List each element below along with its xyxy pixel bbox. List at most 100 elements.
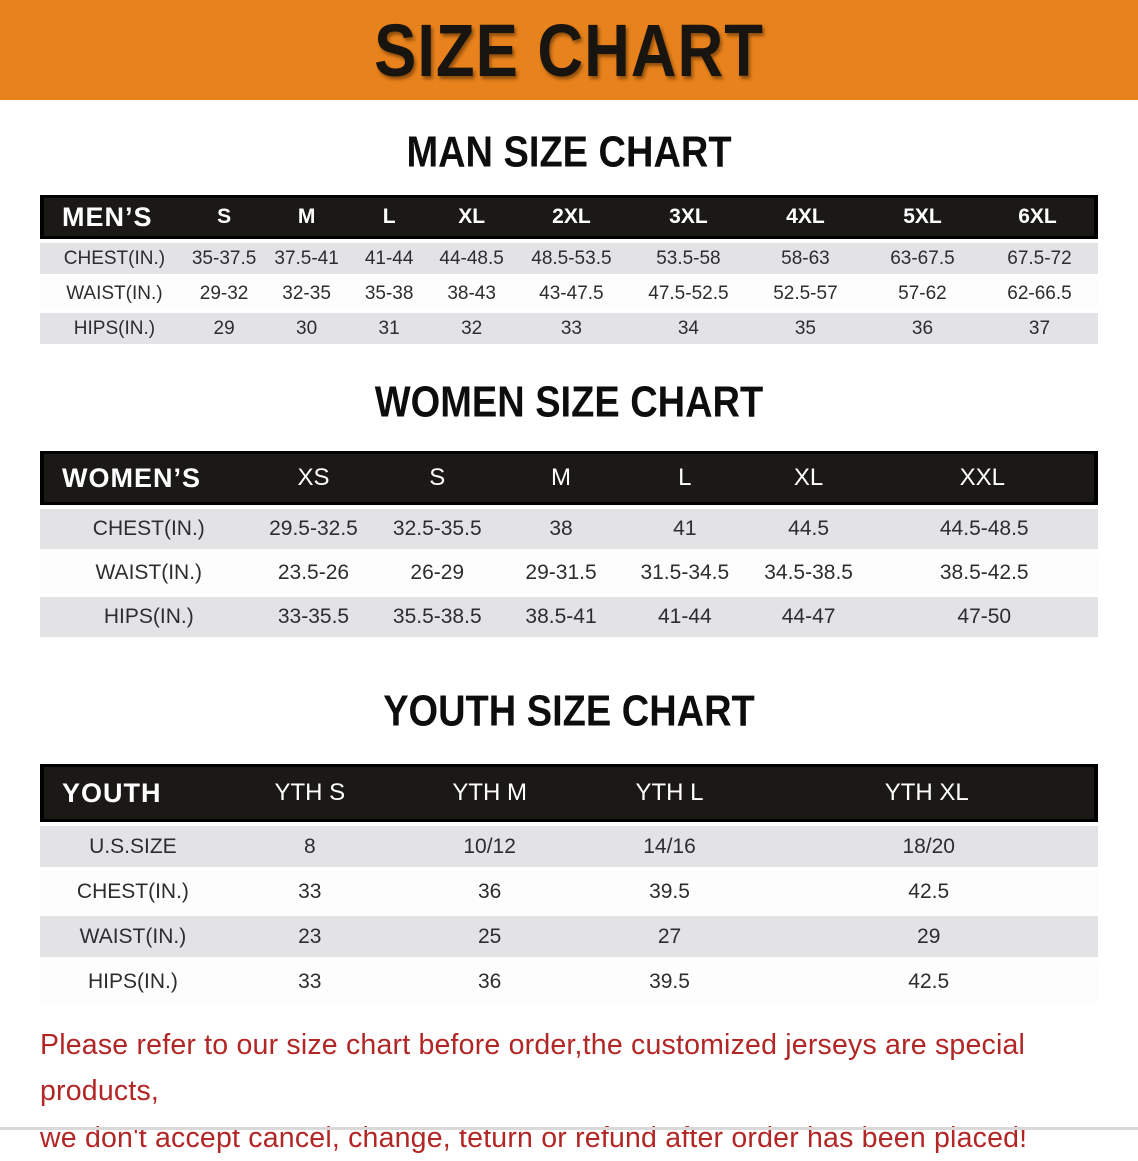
measurement-cell: 18/20 (759, 826, 1098, 867)
measurement-cell: 23 (219, 916, 400, 957)
youth-size-header-cell: YTH M (399, 764, 580, 822)
row-label-cell: CHEST(IN.) (40, 871, 220, 912)
row-label-cell: HIPS(IN.) (40, 597, 252, 637)
youth-table-row: U.S.SIZE 8 10/12 14/16 18/20 (40, 826, 1098, 867)
measurement-cell: 30 (265, 313, 348, 344)
measurement-cell: 37.5-41 (265, 243, 348, 274)
women-size-header-cell: XL (746, 451, 871, 505)
measurement-cell: 29-32 (182, 278, 266, 309)
women-size-table: WOMEN’S XS S M L XL XXL CHEST(IN.) 29.5-32.5 32.5… (40, 447, 1098, 641)
measurement-cell: 14/16 (579, 826, 760, 867)
youth-table-row: WAIST(IN.) 23 25 27 29 (40, 916, 1098, 957)
women-size-chart-section: WOMEN SIZE CHART WOMEN’S XS S M L XL XXL CHEST(I… (0, 377, 1138, 641)
women-size-header-cell: XXL (870, 451, 1098, 505)
measurement-cell: 26-29 (375, 553, 500, 593)
measurement-cell: 34.5-38.5 (746, 553, 871, 593)
women-section-heading: WOMEN SIZE CHART (374, 377, 764, 427)
men-size-header-cell: 4XL (746, 195, 864, 239)
youth-size-chart-section: YOUTH SIZE CHART YOUTH YTH S YTH M YTH L YTH … (0, 686, 1138, 1006)
measurement-cell: 27 (579, 916, 760, 957)
measurement-cell: 8 (219, 826, 400, 867)
measurement-cell: 32.5-35.5 (375, 509, 500, 549)
row-label-cell: HIPS(IN.) (40, 313, 183, 344)
measurement-cell: 39.5 (579, 961, 760, 1002)
men-size-header-cell: L (347, 195, 431, 239)
footer-note: Please refer to our size chart before or… (40, 1022, 1118, 1161)
measurement-cell: 42.5 (759, 871, 1098, 912)
measurement-cell: 67.5-72 (980, 243, 1098, 274)
men-size-header-cell: XL (430, 195, 513, 239)
measurement-cell: 31 (347, 313, 431, 344)
measurement-cell: 23.5-26 (251, 553, 376, 593)
page-title: SIZE CHART (374, 8, 764, 92)
measurement-cell: 35-37.5 (182, 243, 266, 274)
size-chart-sections: MAN SIZE CHART MEN’S S M L XL 2XL 3XL 4XL 5XL 6XL C… (0, 127, 1138, 1006)
measurement-cell: 29 (182, 313, 266, 344)
men-table-header-row: MEN’S S M L XL 2XL 3XL 4XL 5XL 6XL (40, 195, 1098, 239)
measurement-cell: 33-35.5 (251, 597, 376, 637)
measurement-cell: 58-63 (746, 243, 864, 274)
women-table-row: WAIST(IN.) 23.5-26 26-29 29-31.5 31.5-34.5 34… (40, 553, 1098, 593)
row-label-cell: WAIST(IN.) (40, 916, 220, 957)
measurement-cell: 44.5 (746, 509, 871, 549)
measurement-cell: 37 (980, 313, 1098, 344)
measurement-cell: 38-43 (430, 278, 513, 309)
measurement-cell: 29 (759, 916, 1098, 957)
youth-size-header-cell: YTH L (579, 764, 760, 822)
youth-size-header-cell: YTH S (219, 764, 400, 822)
men-size-table: MEN’S S M L XL 2XL 3XL 4XL 5XL 6XL CHEST(IN.) 35-37… (40, 191, 1098, 348)
measurement-cell: 10/12 (399, 826, 580, 867)
youth-size-header-cell: YTH XL (759, 764, 1098, 822)
measurement-cell: 63-67.5 (863, 243, 981, 274)
youth-section-heading: YOUTH SIZE CHART (383, 686, 755, 736)
measurement-cell: 29-31.5 (499, 553, 623, 593)
measurement-cell: 29.5-32.5 (251, 509, 376, 549)
measurement-cell: 47-50 (870, 597, 1098, 637)
row-label-cell: WAIST(IN.) (40, 278, 183, 309)
measurement-cell: 42.5 (759, 961, 1098, 1002)
youth-size-table: YOUTH YTH S YTH M YTH L YTH XL U.S.SIZE 8 10/12… (40, 760, 1098, 1006)
measurement-cell: 48.5-53.5 (512, 243, 630, 274)
men-table-row: WAIST(IN.) 29-32 32-35 35-38 38-43 43-47.5 47.… (40, 278, 1098, 309)
measurement-cell: 35 (746, 313, 864, 344)
row-label-cell: CHEST(IN.) (40, 509, 252, 549)
row-label-cell: CHEST(IN.) (40, 243, 183, 274)
measurement-cell: 62-66.5 (980, 278, 1098, 309)
measurement-cell: 33 (219, 871, 400, 912)
measurement-cell: 41-44 (622, 597, 747, 637)
measurement-cell: 31.5-34.5 (622, 553, 747, 593)
women-table-row: CHEST(IN.) 29.5-32.5 32.5-35.5 38 41 44.5 44.5… (40, 509, 1098, 549)
men-size-header-cell: M (265, 195, 348, 239)
measurement-cell: 41 (622, 509, 747, 549)
measurement-cell: 38.5-41 (499, 597, 623, 637)
measurement-cell: 39.5 (579, 871, 760, 912)
men-table-title-cell: MEN’S (40, 195, 183, 239)
men-table-row: CHEST(IN.) 35-37.5 37.5-41 41-44 44-48.5 48.5… (40, 243, 1098, 274)
row-label-cell: U.S.SIZE (40, 826, 220, 867)
measurement-cell: 44-47 (746, 597, 871, 637)
men-table-row: HIPS(IN.) 29 30 31 32 33 34 35 36 37 (40, 313, 1098, 344)
men-size-header-cell: 2XL (512, 195, 630, 239)
women-table-title-cell: WOMEN’S (40, 451, 252, 505)
women-size-header-cell: S (375, 451, 500, 505)
bottom-divider (0, 1127, 1138, 1130)
youth-table-header-row: YOUTH YTH S YTH M YTH L YTH XL (40, 764, 1098, 822)
measurement-cell: 38 (499, 509, 623, 549)
men-section-heading: MAN SIZE CHART (406, 127, 732, 177)
measurement-cell: 33 (512, 313, 630, 344)
measurement-cell: 36 (399, 871, 580, 912)
measurement-cell: 36 (863, 313, 981, 344)
measurement-cell: 44.5-48.5 (870, 509, 1098, 549)
size-chart-banner: SIZE CHART (0, 0, 1138, 100)
women-size-header-cell: XS (251, 451, 376, 505)
measurement-cell: 53.5-58 (629, 243, 747, 274)
measurement-cell: 52.5-57 (746, 278, 864, 309)
youth-table-title-cell: YOUTH (40, 764, 220, 822)
measurement-cell: 41-44 (347, 243, 431, 274)
row-label-cell: WAIST(IN.) (40, 553, 252, 593)
women-size-header-cell: L (622, 451, 747, 505)
men-size-header-cell: 5XL (863, 195, 981, 239)
measurement-cell: 32 (430, 313, 513, 344)
men-size-chart-section: MAN SIZE CHART MEN’S S M L XL 2XL 3XL 4XL 5XL 6XL C… (0, 127, 1138, 348)
measurement-cell: 43-47.5 (512, 278, 630, 309)
